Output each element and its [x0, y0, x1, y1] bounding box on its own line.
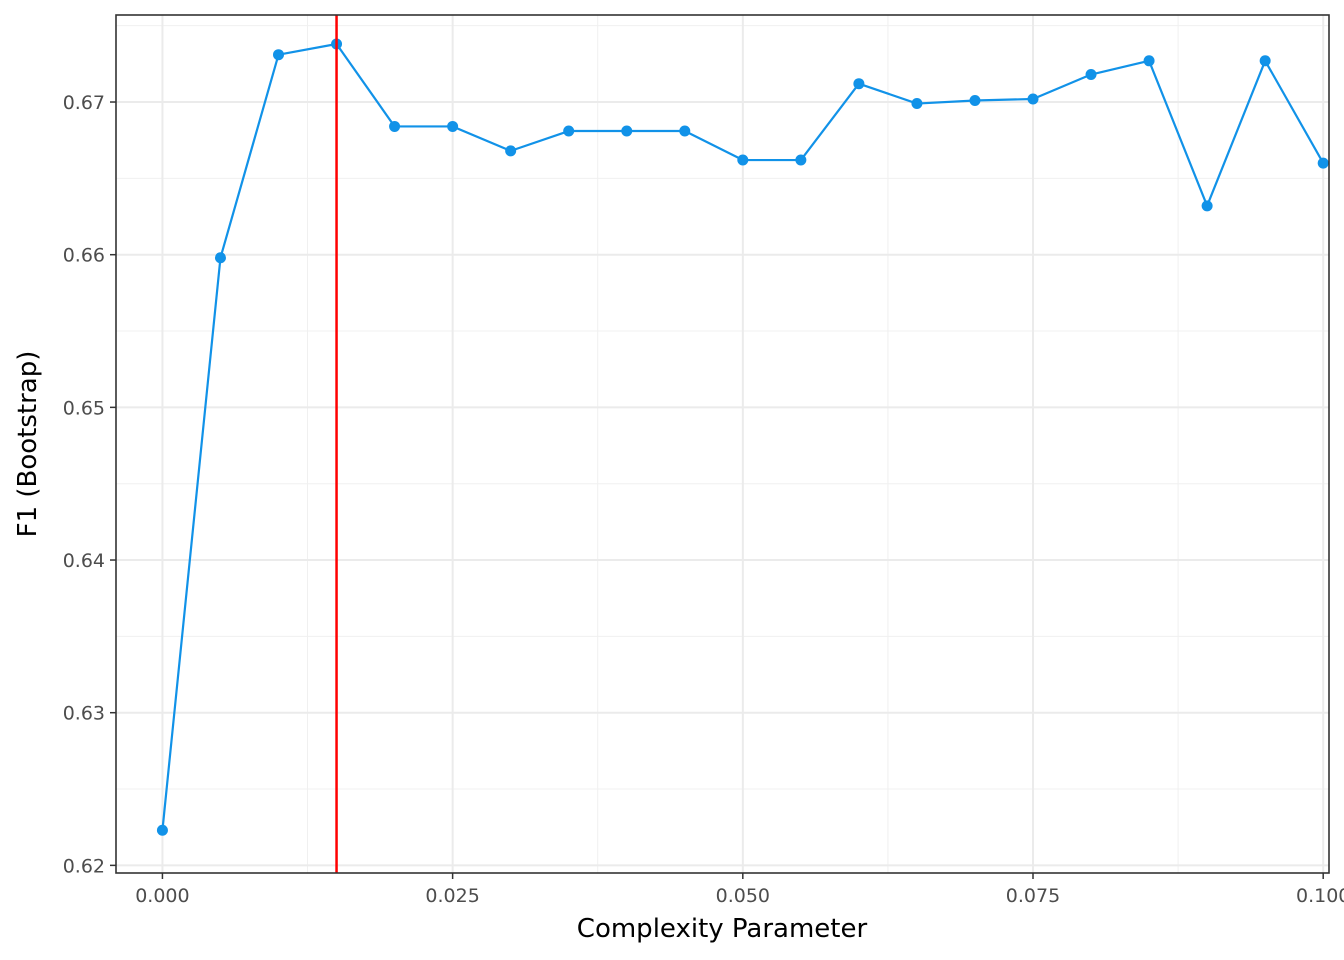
- data-point: [273, 49, 285, 61]
- y-tick-label: 0.63: [63, 703, 105, 725]
- data-point: [505, 145, 517, 157]
- grid-major: [116, 15, 1329, 873]
- data-point: [156, 824, 168, 836]
- data-point: [1143, 55, 1155, 67]
- data-point: [1259, 55, 1271, 67]
- data-point: [1201, 200, 1213, 212]
- data-point: [621, 125, 633, 137]
- data-point: [389, 120, 401, 132]
- series-layer: [156, 38, 1329, 836]
- data-point: [737, 154, 749, 166]
- data-point: [447, 120, 459, 132]
- grid-minor: [116, 15, 1329, 873]
- x-tick-label: 0.075: [1006, 885, 1060, 907]
- data-point: [563, 125, 575, 137]
- x-tick-label: 0.050: [716, 885, 770, 907]
- data-point: [1317, 157, 1329, 169]
- x-tick-label: 0.000: [135, 885, 189, 907]
- data-point: [969, 94, 981, 106]
- data-point: [1027, 93, 1039, 105]
- x-tick-label: 0.025: [425, 885, 479, 907]
- y-tick-label: 0.64: [63, 550, 105, 572]
- x-axis-title: Complexity Parameter: [577, 914, 868, 944]
- y-axis: 0.62 0.63 0.64 0.65 0.66 0.67: [63, 92, 116, 877]
- data-point: [679, 125, 691, 137]
- plot-border: [115, 14, 1330, 874]
- y-tick-label: 0.65: [63, 397, 105, 419]
- data-point: [911, 98, 923, 110]
- y-tick-label: 0.67: [63, 92, 105, 114]
- data-point: [795, 154, 807, 166]
- y-tick-label: 0.66: [63, 245, 105, 267]
- data-point: [853, 78, 865, 90]
- y-tick-label: 0.62: [63, 855, 105, 877]
- data-point: [214, 252, 226, 264]
- y-axis-title: F1 (Bootstrap): [13, 351, 43, 538]
- x-tick-label: 0.100: [1296, 885, 1344, 907]
- x-axis: 0.000 0.025 0.050 0.075 0.100: [135, 873, 1344, 907]
- plot-background: [116, 15, 1329, 873]
- data-point: [1085, 69, 1097, 81]
